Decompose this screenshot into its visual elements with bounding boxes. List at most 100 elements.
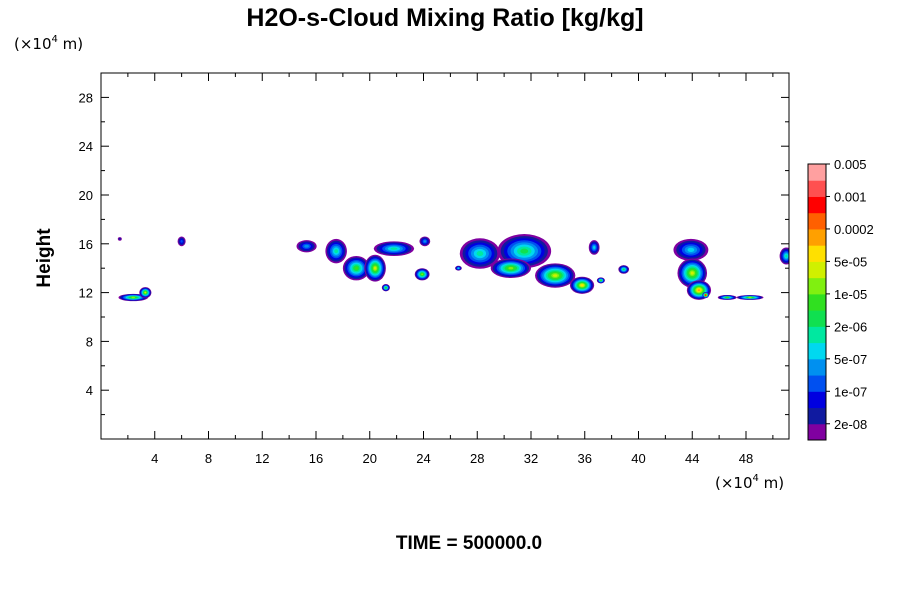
cloud-contour <box>687 247 695 253</box>
cloud-contour <box>690 271 694 275</box>
x-tick-label: 32 <box>524 451 538 466</box>
cloud-region <box>118 293 149 302</box>
cloud-contour <box>421 273 424 276</box>
cloud-contour <box>704 294 707 296</box>
plot-frame <box>100 72 790 440</box>
time-label: TIME = 500000.0 <box>396 533 542 554</box>
cloud-contour <box>785 254 788 258</box>
cloud-region <box>596 277 605 284</box>
cloud-contour <box>144 291 147 294</box>
chart-title: H2O-s-Cloud Mixing Ratio [kg/kg] <box>246 4 643 32</box>
colorbar-swatch <box>808 277 826 295</box>
cloud-contour <box>476 251 484 257</box>
cloud-region <box>717 295 737 300</box>
cloud-contour <box>725 296 729 299</box>
colorbar-swatch <box>808 358 826 376</box>
cloud-region <box>736 295 764 300</box>
colorbar-label: 0.001 <box>834 189 867 204</box>
y-unit-label: (×104 m) <box>14 34 83 53</box>
cloud-region <box>342 256 370 281</box>
colorbar-swatch <box>808 261 826 279</box>
cloud-region <box>490 258 531 278</box>
colorbar-label: 1e-05 <box>834 287 867 302</box>
cloud-contour <box>580 284 584 287</box>
cloud-contour <box>180 239 183 243</box>
colorbar-swatch <box>808 212 826 230</box>
colorbar-label: 5e-05 <box>834 254 867 269</box>
cloud-contour <box>593 246 596 249</box>
cloud-region <box>139 287 152 299</box>
cloud-field <box>117 234 789 302</box>
colorbar-swatch <box>808 196 826 214</box>
cloud-region <box>588 240 600 255</box>
x-unit-label: (×104 m) <box>715 473 784 492</box>
cloud-region <box>373 241 415 256</box>
x-tick-label: 36 <box>578 451 592 466</box>
x-tick-label: 12 <box>255 451 269 466</box>
colorbar-swatch <box>808 164 826 181</box>
cloud-contour <box>520 248 529 254</box>
colorbar-swatch <box>808 391 826 409</box>
colorbar-swatch <box>808 310 826 327</box>
cloud-contour <box>457 267 460 270</box>
cloud-contour <box>354 266 359 270</box>
x-tick-label: 28 <box>470 451 484 466</box>
cloud-contour <box>697 289 701 292</box>
cloud-contour <box>390 247 398 250</box>
cloud-contour <box>622 268 625 271</box>
colorbar-swatch <box>808 423 826 441</box>
y-tick-label: 20 <box>79 188 93 203</box>
x-tick-label: 4 <box>151 451 158 466</box>
cloud-contour <box>423 240 427 243</box>
x-tick-label: 44 <box>685 451 699 466</box>
cloud-region <box>459 238 501 269</box>
cloud-contour <box>385 286 387 289</box>
cloud-region <box>677 258 708 288</box>
colorbar-label: 0.005 <box>834 157 867 172</box>
colorbar-swatch <box>808 375 826 392</box>
cloud-contour <box>600 279 602 282</box>
x-tick-label: 40 <box>631 451 645 466</box>
cloud-contour <box>118 237 121 240</box>
cloud-region <box>177 236 186 247</box>
colorbar-swatch <box>808 407 826 425</box>
x-tick-label: 16 <box>309 451 323 466</box>
colorbar-label: 5e-07 <box>834 352 867 367</box>
cloud-region <box>325 238 347 264</box>
cloud-region <box>673 238 709 261</box>
cloud-region <box>117 237 122 241</box>
y-tick-label: 4 <box>86 383 93 398</box>
colorbar-swatch <box>808 245 826 262</box>
colorbar-label: 1e-07 <box>834 384 867 399</box>
cloud-region <box>618 265 630 274</box>
cloud-region <box>702 291 710 299</box>
x-axis: 4 8 12 16 20 24 28 32 36 40 44 48 <box>127 73 774 466</box>
cloud-contour <box>553 274 558 277</box>
colorbar-label: 0.0002 <box>834 222 874 237</box>
y-axis-label: Height <box>34 228 55 288</box>
x-tick-label: 8 <box>205 451 212 466</box>
x-tick-label: 24 <box>416 451 430 466</box>
cloud-contour <box>304 244 309 248</box>
y-tick-label: 8 <box>86 334 93 349</box>
cloud-region <box>381 284 390 292</box>
x-tick-label: 20 <box>363 451 377 466</box>
cloud-region <box>364 254 386 282</box>
cloud-region <box>296 240 317 253</box>
cloud-region <box>455 265 462 271</box>
y-tick-label: 16 <box>79 237 93 252</box>
y-tick-label: 24 <box>79 139 93 154</box>
cloud-contour <box>748 296 752 299</box>
colorbar-swatch <box>808 342 826 360</box>
cloud-region <box>779 247 789 265</box>
colorbar-frame <box>807 163 827 441</box>
x-tick-label: 48 <box>739 451 753 466</box>
cloud-contour <box>334 249 338 254</box>
colorbar-swatch <box>808 180 826 197</box>
y-axis: 4 8 12 16 20 24 28 <box>79 90 789 416</box>
colorbar-label: 2e-06 <box>834 319 867 334</box>
cloud-region <box>569 276 595 294</box>
colorbar-swatch <box>808 293 826 311</box>
colorbar-swatch <box>808 228 826 246</box>
